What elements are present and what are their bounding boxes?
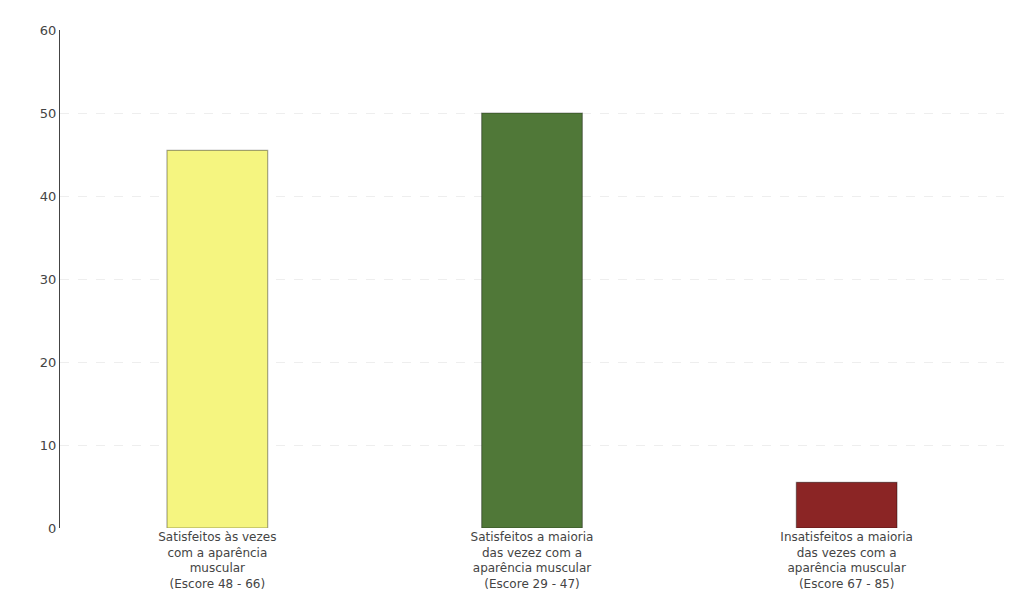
svg-text:30: 30 (40, 272, 57, 287)
svg-text:Satisfeitos às vezescom a apar: Satisfeitos às vezescom a aparênciamuscu… (158, 530, 276, 591)
svg-text:20: 20 (40, 355, 57, 370)
svg-text:60: 60 (40, 23, 57, 38)
svg-text:50: 50 (40, 106, 57, 121)
svg-text:Satisfeitos a maioriadas vezez: Satisfeitos a maioriadas vezez com aapar… (471, 530, 594, 591)
svg-text:0: 0 (48, 521, 56, 536)
svg-text:Insatisfeitos a maioriadas vez: Insatisfeitos a maioriadas vezes com aap… (780, 530, 913, 591)
svg-text:40: 40 (40, 189, 57, 204)
svg-text:10: 10 (40, 438, 57, 453)
